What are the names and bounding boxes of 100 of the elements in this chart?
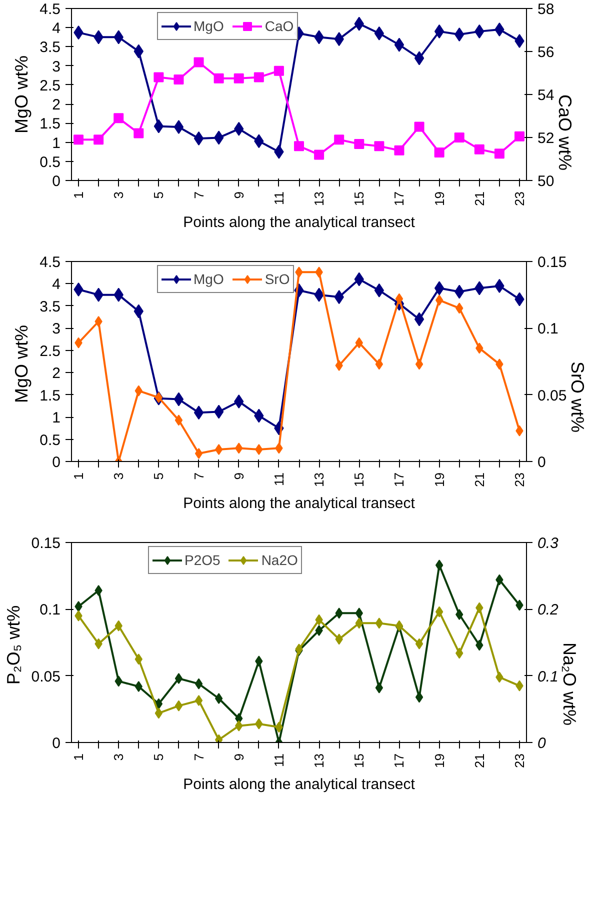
x-tick-label: 5 bbox=[151, 191, 166, 199]
y-tick-label: 1.5 bbox=[40, 387, 61, 404]
x-tick-label: 9 bbox=[231, 472, 246, 480]
y2-tick-label: 52 bbox=[538, 130, 554, 147]
point bbox=[435, 606, 444, 618]
x-tick-label: 23 bbox=[512, 753, 527, 768]
y-tick-label: 2 bbox=[52, 96, 60, 114]
x-tick-label: 13 bbox=[312, 753, 327, 768]
point bbox=[415, 692, 424, 703]
y-tick-label: 0 bbox=[52, 173, 60, 190]
point bbox=[154, 392, 163, 403]
point bbox=[154, 708, 163, 719]
point bbox=[174, 120, 184, 134]
y-tick-label: 3 bbox=[52, 58, 60, 76]
y2-tick-label: 56 bbox=[538, 44, 554, 61]
y-tick-label: 0 bbox=[52, 735, 60, 752]
point bbox=[354, 138, 364, 149]
x-tick-label: 1 bbox=[71, 753, 86, 761]
x-tick-label: 15 bbox=[352, 472, 367, 487]
point bbox=[434, 24, 444, 38]
point bbox=[474, 144, 484, 154]
x-tick-label: 17 bbox=[392, 472, 407, 487]
point bbox=[456, 609, 464, 620]
point bbox=[154, 119, 164, 134]
point bbox=[194, 131, 204, 146]
x-tick-label: 7 bbox=[191, 472, 206, 480]
point bbox=[214, 404, 224, 419]
point bbox=[214, 444, 223, 455]
y2-tick-label: 50 bbox=[538, 173, 554, 190]
x-tick-label: 19 bbox=[432, 472, 447, 487]
point bbox=[314, 150, 324, 160]
point bbox=[514, 131, 524, 142]
point bbox=[194, 57, 204, 68]
point bbox=[255, 444, 263, 455]
y2-axis-title: SrO wt% bbox=[568, 362, 588, 433]
y-tick-label: 4.5 bbox=[40, 1, 61, 18]
x-tick-label: 3 bbox=[111, 472, 126, 480]
point bbox=[74, 601, 82, 612]
x-tick-label: 15 bbox=[352, 753, 367, 768]
point bbox=[434, 281, 444, 296]
point bbox=[334, 134, 344, 145]
point bbox=[194, 678, 203, 690]
y-tick-label: 1.5 bbox=[40, 116, 61, 133]
point bbox=[394, 38, 404, 52]
x-tick-label: 15 bbox=[352, 191, 367, 206]
y2-tick-label: 54 bbox=[538, 87, 554, 104]
x-tick-label: 19 bbox=[432, 753, 447, 768]
point bbox=[74, 282, 84, 296]
y-tick-label: 2.5 bbox=[40, 77, 61, 94]
y-tick-label: 2 bbox=[52, 365, 60, 382]
y-tick-label: 0.5 bbox=[40, 432, 61, 449]
point bbox=[154, 72, 164, 82]
x-tick-label: 5 bbox=[151, 472, 166, 480]
point bbox=[415, 638, 424, 650]
x-axis-title: Points along the analytical transect bbox=[183, 494, 416, 512]
point bbox=[435, 294, 444, 306]
point bbox=[194, 695, 203, 706]
x-tick-label: 7 bbox=[191, 753, 206, 761]
point bbox=[214, 693, 223, 704]
point bbox=[375, 358, 384, 370]
point bbox=[174, 414, 183, 426]
x-tick-label: 19 bbox=[432, 191, 447, 206]
x-axis-title: Points along the analytical transect bbox=[183, 776, 416, 793]
y2-tick-label: 0 bbox=[538, 454, 546, 471]
x-tick-label: 23 bbox=[512, 472, 527, 487]
y-tick-label: 1 bbox=[52, 410, 60, 427]
point bbox=[194, 406, 204, 420]
point bbox=[415, 358, 424, 370]
legend-label: Na2O bbox=[261, 552, 298, 568]
x-tick-label: 11 bbox=[271, 472, 286, 486]
x-tick-label: 9 bbox=[231, 753, 246, 761]
point bbox=[374, 26, 384, 40]
legend-label: MgO bbox=[194, 18, 224, 34]
legend-label: P2O5 bbox=[184, 552, 220, 568]
point bbox=[494, 148, 504, 159]
y2-tick-label: 0.3 bbox=[538, 535, 560, 552]
y2-tick-label: 58 bbox=[538, 1, 554, 18]
point bbox=[174, 673, 183, 684]
point bbox=[274, 66, 284, 76]
point bbox=[414, 122, 424, 132]
y-tick-label: 3 bbox=[52, 320, 60, 338]
point bbox=[94, 134, 104, 145]
x-tick-label: 7 bbox=[191, 191, 206, 199]
point bbox=[74, 134, 84, 145]
x-tick-label: 13 bbox=[312, 191, 327, 206]
point bbox=[375, 618, 384, 629]
x-tick-label: 21 bbox=[472, 472, 487, 487]
y-axis-title: MgO wt% bbox=[12, 324, 32, 404]
point bbox=[454, 132, 464, 142]
point bbox=[294, 141, 304, 152]
point bbox=[234, 394, 244, 408]
point bbox=[114, 113, 124, 124]
point bbox=[134, 681, 142, 692]
point bbox=[414, 51, 424, 66]
y-tick-label: 0.05 bbox=[31, 668, 61, 686]
point bbox=[214, 73, 224, 84]
point bbox=[134, 128, 144, 138]
x-tick-label: 3 bbox=[111, 753, 126, 761]
legend-label: SrO bbox=[264, 271, 290, 287]
x-tick-label: 17 bbox=[392, 753, 407, 768]
